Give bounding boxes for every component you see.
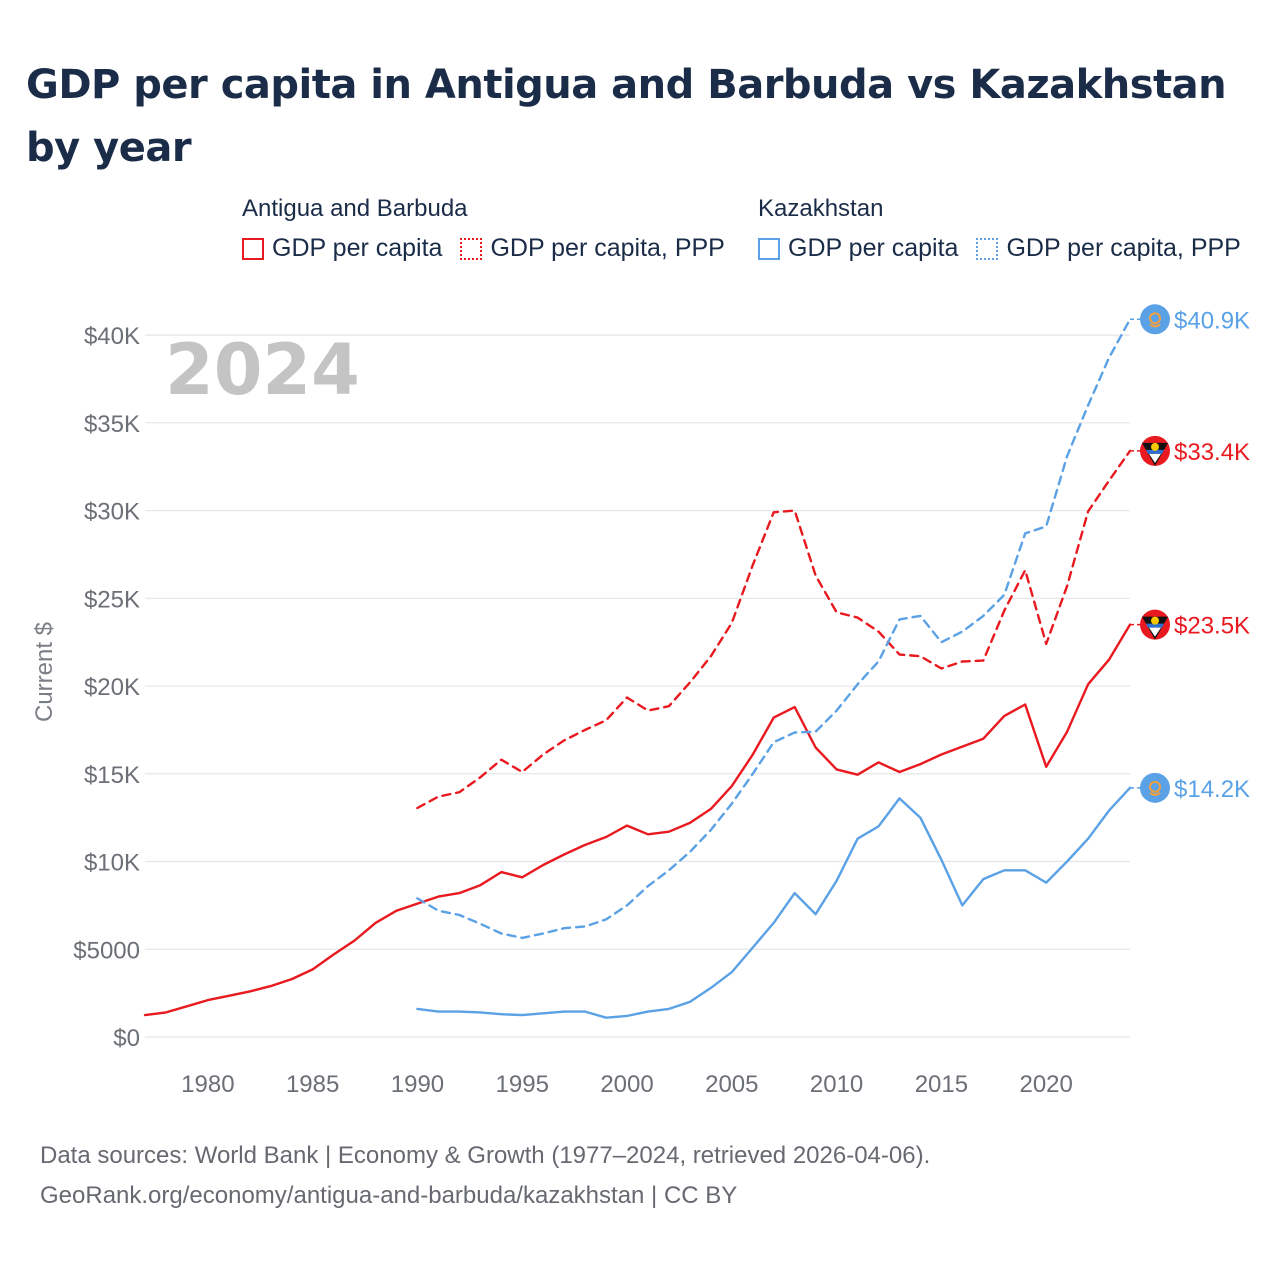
kazakhstan-flag-icon xyxy=(1140,772,1170,803)
source-line-2[interactable]: GeoRank.org/economy/antigua-and-barbuda/… xyxy=(40,1182,738,1209)
chart-title: GDP per capita in Antigua and Barbuda vs… xyxy=(26,62,1227,171)
x-tick-label: 1990 xyxy=(391,1071,444,1098)
y-tick-label: $10K xyxy=(84,850,140,877)
end-value-label: $40.9K xyxy=(1174,307,1250,334)
y-tick-label: $15K xyxy=(84,762,140,789)
flag-band-icon xyxy=(1146,449,1164,454)
eagle-icon xyxy=(1149,323,1161,328)
legend-label: GDP per capita, PPP xyxy=(1006,234,1241,262)
legend-group-name: Antigua and Barbuda xyxy=(242,195,468,222)
x-tick-label: 1985 xyxy=(286,1071,339,1098)
series-line-0 xyxy=(143,623,1132,1017)
x-tick-label: 2000 xyxy=(600,1071,653,1098)
x-tick-label: 1980 xyxy=(181,1071,234,1098)
sun-icon xyxy=(1149,312,1161,325)
x-tick-label: 2005 xyxy=(705,1071,758,1098)
y-tick-label: $25K xyxy=(84,586,140,613)
end-value-label: $33.4K xyxy=(1174,439,1250,466)
x-tick-label: 1995 xyxy=(496,1071,549,1098)
flag-band-icon xyxy=(1146,623,1164,628)
y-axis-title: Current $ xyxy=(31,622,58,722)
series-line-3 xyxy=(416,318,1132,940)
flag-white-icon xyxy=(1149,453,1161,463)
series-line-2 xyxy=(416,786,1132,1019)
legend-item-kazakhstan-gdp-ppp[interactable]: GDP per capita, PPP xyxy=(976,234,1241,263)
series-line-1 xyxy=(416,449,1132,810)
legend-swatch-dotted xyxy=(976,237,999,260)
kazakhstan-flag-icon xyxy=(1140,304,1170,335)
flag-sun-icon xyxy=(1151,442,1159,451)
y-tick-label: $0 xyxy=(113,1025,140,1052)
x-tick-label: 2015 xyxy=(915,1071,968,1098)
x-tick-label: 2010 xyxy=(810,1071,863,1098)
y-tick-label: $5000 xyxy=(73,937,140,964)
y-tick-label: $40K xyxy=(84,323,140,350)
legend-swatch-dotted xyxy=(460,237,483,260)
flag-white-icon xyxy=(1149,627,1161,637)
y-tick-label: $20K xyxy=(84,674,140,701)
legend-item-antigua-gdp[interactable]: GDP per capita xyxy=(242,234,442,263)
y-tick-label: $35K xyxy=(84,411,140,438)
eagle-icon xyxy=(1149,792,1161,796)
legend-label: GDP per capita xyxy=(788,234,959,262)
legend-label: GDP per capita xyxy=(272,234,443,262)
legend-group-name: Kazakhstan xyxy=(758,195,884,222)
legend-swatch-solid xyxy=(758,237,780,260)
end-value-label: $14.2K xyxy=(1174,776,1250,803)
line-chart: 2024 Current $ $0 $5000 $10K $15K $20K $25K $3… xyxy=(31,304,1250,1098)
sun-icon xyxy=(1149,780,1161,793)
legend-swatch-solid xyxy=(242,237,264,260)
source-line-1: Data sources: World Bank | Economy & Gro… xyxy=(40,1142,931,1169)
legend-group-kazakhstan: Kazakhstan GDP per capita GDP per capita… xyxy=(758,192,1259,263)
x-tick-label: 2020 xyxy=(1019,1071,1072,1098)
data-source: Data sources: World Bank | Economy & Gro… xyxy=(40,1136,930,1216)
legend-item-antigua-gdp-ppp[interactable]: GDP per capita, PPP xyxy=(460,234,725,263)
year-watermark: 2024 xyxy=(165,329,360,411)
legend-group-antigua: Antigua and Barbuda GDP per capita GDP p… xyxy=(242,192,743,263)
end-value-label: $23.5K xyxy=(1174,613,1250,640)
flag-sun-icon xyxy=(1151,616,1159,625)
legend-label: GDP per capita, PPP xyxy=(490,234,725,262)
y-tick-label: $30K xyxy=(84,499,140,526)
legend-item-kazakhstan-gdp[interactable]: GDP per capita xyxy=(758,234,958,263)
